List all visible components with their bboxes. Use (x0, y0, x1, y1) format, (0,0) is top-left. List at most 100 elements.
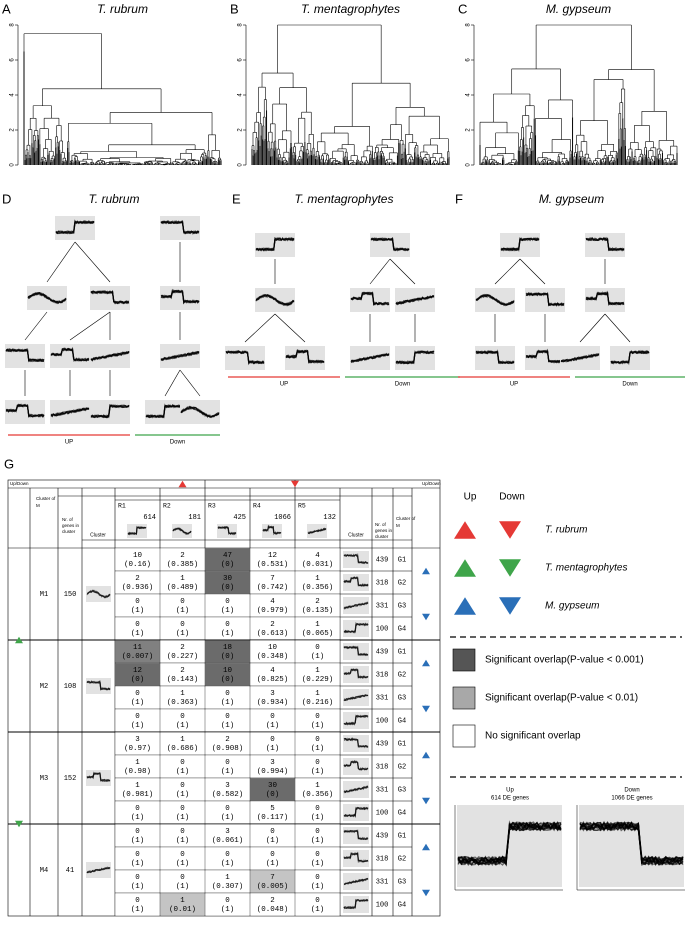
cell (115, 755, 160, 778)
thumbnail-line (86, 866, 111, 874)
cell-pvalue: (1) (311, 883, 325, 891)
cell-count: 0 (135, 713, 140, 721)
arrow-down (422, 797, 430, 805)
cell (250, 709, 295, 732)
cell (205, 617, 250, 640)
thumbnail-bg (343, 827, 369, 844)
cell (295, 686, 340, 709)
thumbnail-line (560, 353, 600, 363)
cell-count: 0 (135, 828, 140, 836)
header: Cluster of (396, 516, 416, 521)
thumbnail-bg (5, 344, 45, 368)
cell-count: 0 (225, 851, 230, 859)
panel-title: T. rubrum (97, 2, 148, 16)
arrow-up (422, 659, 430, 667)
tree-edge (74, 241, 111, 283)
plot-title: Down (624, 788, 639, 794)
thumbnail-line (90, 404, 130, 419)
legend-swatch (452, 648, 476, 672)
cell-pvalue: (0.16) (124, 561, 151, 569)
cell-pvalue: (0.356) (302, 791, 334, 799)
thumbnail-line (55, 220, 95, 234)
cell-pvalue: (0.582) (212, 791, 244, 799)
thumbnail-line (343, 645, 368, 656)
y-tick-label: 8 (466, 23, 472, 27)
cell (295, 870, 340, 893)
cell (250, 594, 295, 617)
cell-pvalue: (1) (311, 906, 325, 914)
row-name: G2 (398, 763, 406, 771)
header: Cluster of (36, 496, 56, 501)
cell (295, 640, 340, 663)
thumbnail-line (343, 760, 368, 771)
cell-count: 0 (180, 598, 185, 606)
arrow-up (422, 843, 430, 851)
tree-edge (519, 258, 546, 285)
cell-count: 2 (270, 621, 275, 629)
header: Cluster (90, 532, 106, 538)
group-label: UP (280, 382, 288, 388)
cell (205, 663, 250, 686)
y-tick-label: 4 (238, 93, 244, 97)
cell-pvalue: (1) (131, 630, 145, 638)
cell-count: 1 (315, 690, 320, 698)
cell-count: 5 (270, 805, 275, 813)
cell-count: 0 (180, 621, 185, 629)
thumbnail-line (395, 294, 435, 306)
cell-count: 0 (315, 828, 320, 836)
plot-subtitle: 1066 DE genes (611, 796, 652, 802)
arrow-down (291, 480, 299, 488)
group-count: 41 (66, 867, 74, 875)
y-tick-label: 4 (10, 93, 16, 97)
column-name: R2 (163, 503, 171, 510)
cell-pvalue: (0.135) (302, 607, 334, 615)
thumbnail-bg (86, 678, 111, 694)
cell-pvalue: (1) (131, 699, 145, 707)
panel-title: T. rubrum (89, 192, 140, 206)
thumbnail-line (27, 292, 67, 305)
cell-count: 0 (225, 690, 230, 698)
cell (250, 847, 295, 870)
cell-pvalue: (1) (311, 768, 325, 776)
cell-count: 0 (315, 713, 320, 721)
thumbnail-line (585, 291, 624, 306)
panel-title: M. gypseum (546, 2, 611, 16)
thumbnail-line (343, 898, 368, 910)
cell-pvalue: (1) (266, 837, 280, 845)
cell-count: 0 (180, 805, 185, 813)
cell-count: 4 (315, 552, 320, 560)
thumbnail-bg (525, 288, 565, 312)
thumbnail-line (344, 877, 369, 885)
cell (250, 755, 295, 778)
cell-pvalue: (0.531) (257, 561, 289, 569)
cell (250, 548, 295, 571)
legend-swatch (452, 686, 476, 710)
column-name: R1 (118, 503, 126, 510)
table-frame (7, 479, 441, 917)
cell-count: 1 (135, 759, 140, 767)
cell-pvalue: (0.065) (302, 630, 334, 638)
thumbnail-line (90, 350, 130, 362)
cell (295, 732, 340, 755)
cell (115, 778, 160, 801)
cell-pvalue: (0.489) (167, 584, 199, 592)
cell-count: 0 (315, 874, 320, 882)
cell (160, 801, 205, 824)
thumbnail-line (475, 294, 515, 307)
row-count: 100 (376, 625, 389, 633)
cell-count: 1 (315, 667, 320, 675)
cell-pvalue: (0.98) (124, 768, 151, 776)
cell (205, 548, 250, 571)
arrow-down (422, 613, 430, 621)
thumbnail-line (343, 785, 369, 793)
y-tick-label: 8 (10, 23, 16, 27)
row-name: G1 (398, 740, 406, 748)
cell-count: 30 (268, 782, 278, 790)
cell-count: 3 (135, 736, 140, 744)
cell (160, 594, 205, 617)
cell-count: 47 (223, 552, 232, 560)
cell-pvalue: (1) (266, 745, 280, 753)
group-name: M2 (40, 683, 48, 691)
panel-title: T. mentagrophytes (301, 2, 400, 16)
header: Cluster (348, 532, 364, 538)
